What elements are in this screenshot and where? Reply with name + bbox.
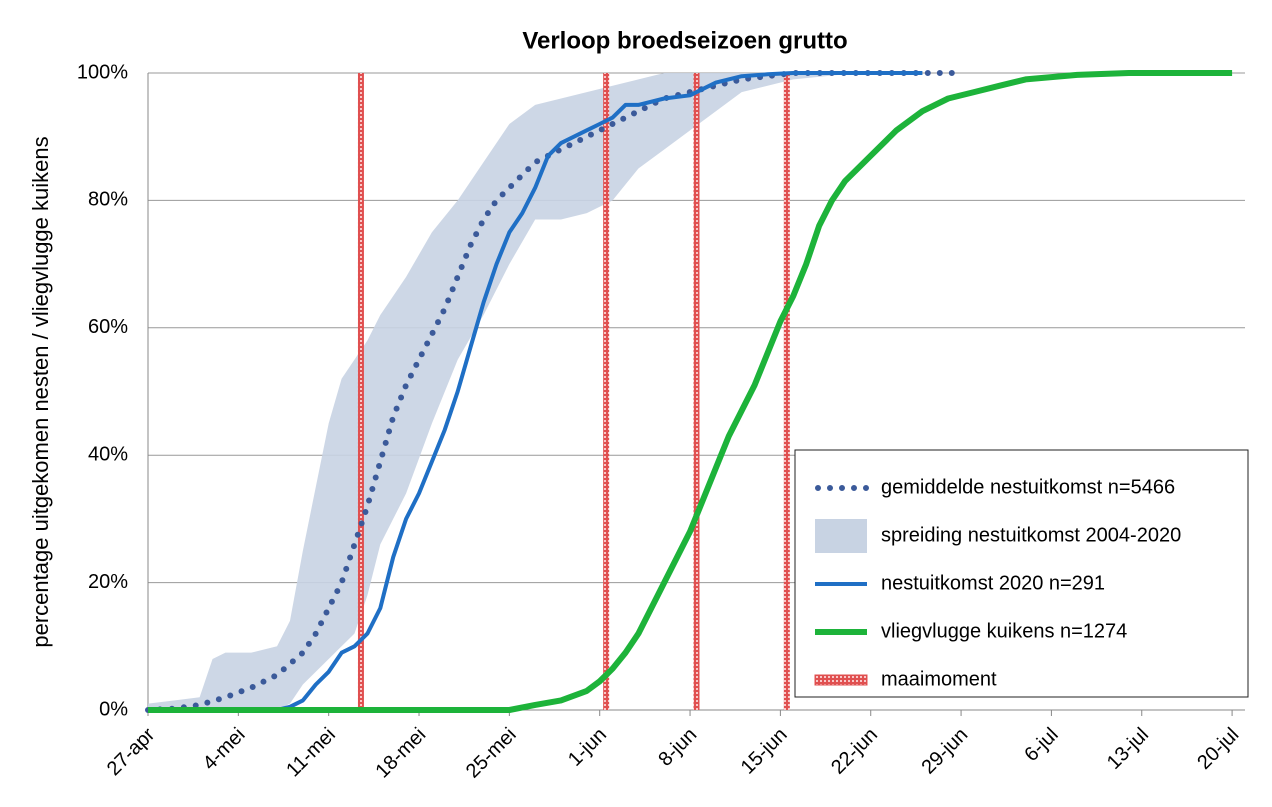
legend-swatch <box>814 674 868 686</box>
mowing-line <box>357 73 364 710</box>
x-tick-label: 8-jun <box>654 724 701 771</box>
x-tick-label: 11-mei <box>282 724 340 782</box>
y-tick-label: 20% <box>88 571 128 593</box>
legend-label: spreiding nestuitkomst 2004-2020 <box>881 524 1181 546</box>
legend-box <box>794 449 1249 698</box>
x-tick-label: 25-mei <box>462 724 521 783</box>
legend-label: nestuitkomst 2020 n=291 <box>881 572 1105 594</box>
x-tick-label: 1-jun <box>564 724 611 771</box>
x-tick-label: 4-mei <box>199 724 250 775</box>
line <box>145 70 965 713</box>
line <box>148 71 923 712</box>
x-tick-label: 15-jun <box>737 724 792 779</box>
mowing-line <box>783 73 790 710</box>
layer <box>148 71 923 712</box>
layer <box>357 73 790 710</box>
y-tick-label: 60% <box>88 316 128 338</box>
x-tick-label: 20-jul <box>1193 724 1243 774</box>
y-tick-label: 100% <box>77 61 128 83</box>
x-tick-label: 13-jul <box>1103 724 1153 774</box>
legend-swatch <box>815 519 867 553</box>
layer <box>148 70 1233 713</box>
legend-label: maaimoment <box>881 668 997 690</box>
y-tick-label: 40% <box>88 443 128 465</box>
y-tick-label: 0% <box>99 698 128 720</box>
x-tick-label: 29-jun <box>917 724 972 779</box>
layer <box>148 73 1233 710</box>
x-tick-label: 27-apr <box>103 723 160 780</box>
x-tick-label: 22-jun <box>827 724 882 779</box>
mowing-line <box>603 73 610 710</box>
y-axis-title: percentage uitgekomen nesten / vliegvlug… <box>28 136 53 647</box>
y-tick-label: 80% <box>88 189 128 211</box>
legend-label: vliegvlugge kuikens n=1274 <box>881 620 1127 642</box>
mowing-line <box>693 73 700 710</box>
line <box>148 70 1233 713</box>
layer <box>145 70 965 713</box>
x-tick-label: 18-mei <box>372 724 431 783</box>
legend-label: gemiddelde nestuitkomst n=5466 <box>881 476 1175 498</box>
x-tick-label: 6-jul <box>1020 724 1062 766</box>
band <box>148 73 1233 710</box>
chart-title: Verloop broedseizoen grutto <box>522 27 847 54</box>
